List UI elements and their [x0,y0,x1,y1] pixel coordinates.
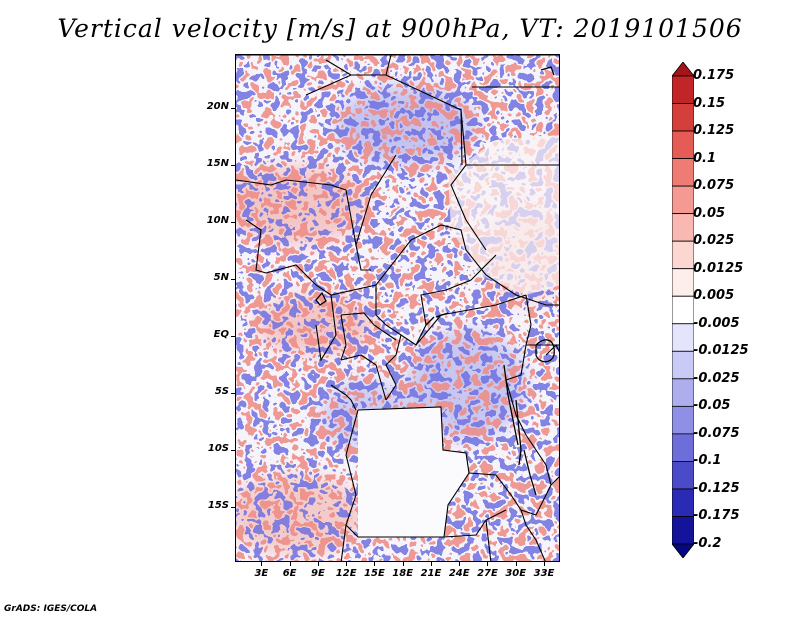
lon-tick-mark [289,562,291,566]
colorbar-segment [672,75,694,104]
lat-tick-mark [231,450,235,452]
colorbar-label: 0.15 [693,95,726,111]
colorbar-label: 0.0125 [693,260,744,276]
colorbar-label: -0.175 [693,508,740,524]
colorbar-min-triangle [672,543,694,558]
lat-tick-mark [231,107,235,109]
lat-tick-label: 5N [213,271,229,283]
colorbar-label: -0.075 [693,425,740,441]
colorbar-segment [672,103,694,132]
colorbar-label: -0.1 [693,453,722,469]
lat-tick-label: 10S [207,443,229,455]
colorbar-segment [672,268,694,297]
colorbar-segment [672,130,694,159]
lon-tick-label: 15E [364,568,385,579]
grads-credit: GrADS: IGES/COLA [4,604,98,614]
sudan-calm-area [448,135,559,295]
lat-tick-mark [231,278,235,280]
colorbar [672,62,694,558]
lon-tick-mark [374,562,376,566]
lat-tick-mark [231,507,235,509]
lon-tick-label: 12E [335,568,357,579]
colorbar-label: -0.005 [693,315,740,331]
lon-tick-mark [317,562,319,566]
colorbar-segment [672,488,694,517]
angola-calm-area [358,407,469,537]
colorbar-label: 0.075 [693,178,735,194]
lat-tick-label: 15S [207,500,229,512]
vertical-velocity-map [236,55,559,561]
lon-tick-label: 33E [533,568,555,579]
lat-tick-label: EQ [213,328,229,340]
lat-tick-label: 5S [214,386,229,398]
colorbar-segment [672,350,694,380]
colorbar-label: 0.025 [693,233,735,249]
lat-tick-label: 15N [206,157,229,169]
colorbar-label: -0.0125 [693,343,749,359]
lat-tick-mark [231,393,235,395]
colorbar-label: -0.05 [693,398,731,414]
colorbar-segment [672,405,694,435]
colorbar-label: -0.2 [693,536,722,551]
lat-tick-label: 20N [206,100,229,112]
lon-tick-mark [543,562,545,566]
lon-tick-label: 9E [310,568,325,579]
colorbar-segment [672,461,694,490]
lon-tick-mark [515,562,517,566]
lon-tick-mark [402,562,404,566]
lon-tick-label: 21E [420,568,442,579]
colorbar-segment [672,295,694,325]
colorbar-label: 0.005 [693,288,735,304]
lon-tick-mark [346,562,348,566]
colorbar-label: 0.1 [693,150,717,166]
colorbar-max-triangle [672,62,694,77]
lon-tick-mark [487,562,489,566]
colorbar-segment [672,185,694,215]
lakes [315,66,555,496]
lon-tick-label: 24E [448,568,470,579]
colorbar-segment [672,158,694,187]
lat-tick-mark [231,164,235,166]
lon-tick-label: 6E [282,568,297,579]
lon-tick-label: 27E [477,568,498,579]
lon-tick-label: 30E [505,568,527,579]
lon-tick-mark [459,562,461,566]
colorbar-label: 0.05 [693,205,726,221]
lat-tick-mark [231,335,235,337]
lat-tick-mark [231,221,235,223]
colorbar-segment [672,516,694,545]
lon-tick-mark [261,562,263,566]
colorbar-segment [672,378,694,407]
lon-tick-label: 18E [392,568,414,579]
colorbar-segment [672,213,694,242]
lon-tick-label: 3E [254,568,269,579]
colorbar-label: -0.025 [693,370,740,386]
colorbar-segment [672,323,694,352]
lon-tick-mark [430,562,432,566]
colorbar-segment [672,433,694,462]
country-borders [236,55,559,561]
colorbar-segment [672,240,694,270]
lat-tick-label: 10N [206,214,229,226]
map-panel [235,54,560,562]
colorbar-label: -0.125 [693,480,740,496]
colorbar-label: 0.125 [693,123,735,139]
colorbar-label: 0.175 [693,68,735,83]
map-title: Vertical velocity [m/s] at 900hPa, VT: 2… [57,14,743,43]
